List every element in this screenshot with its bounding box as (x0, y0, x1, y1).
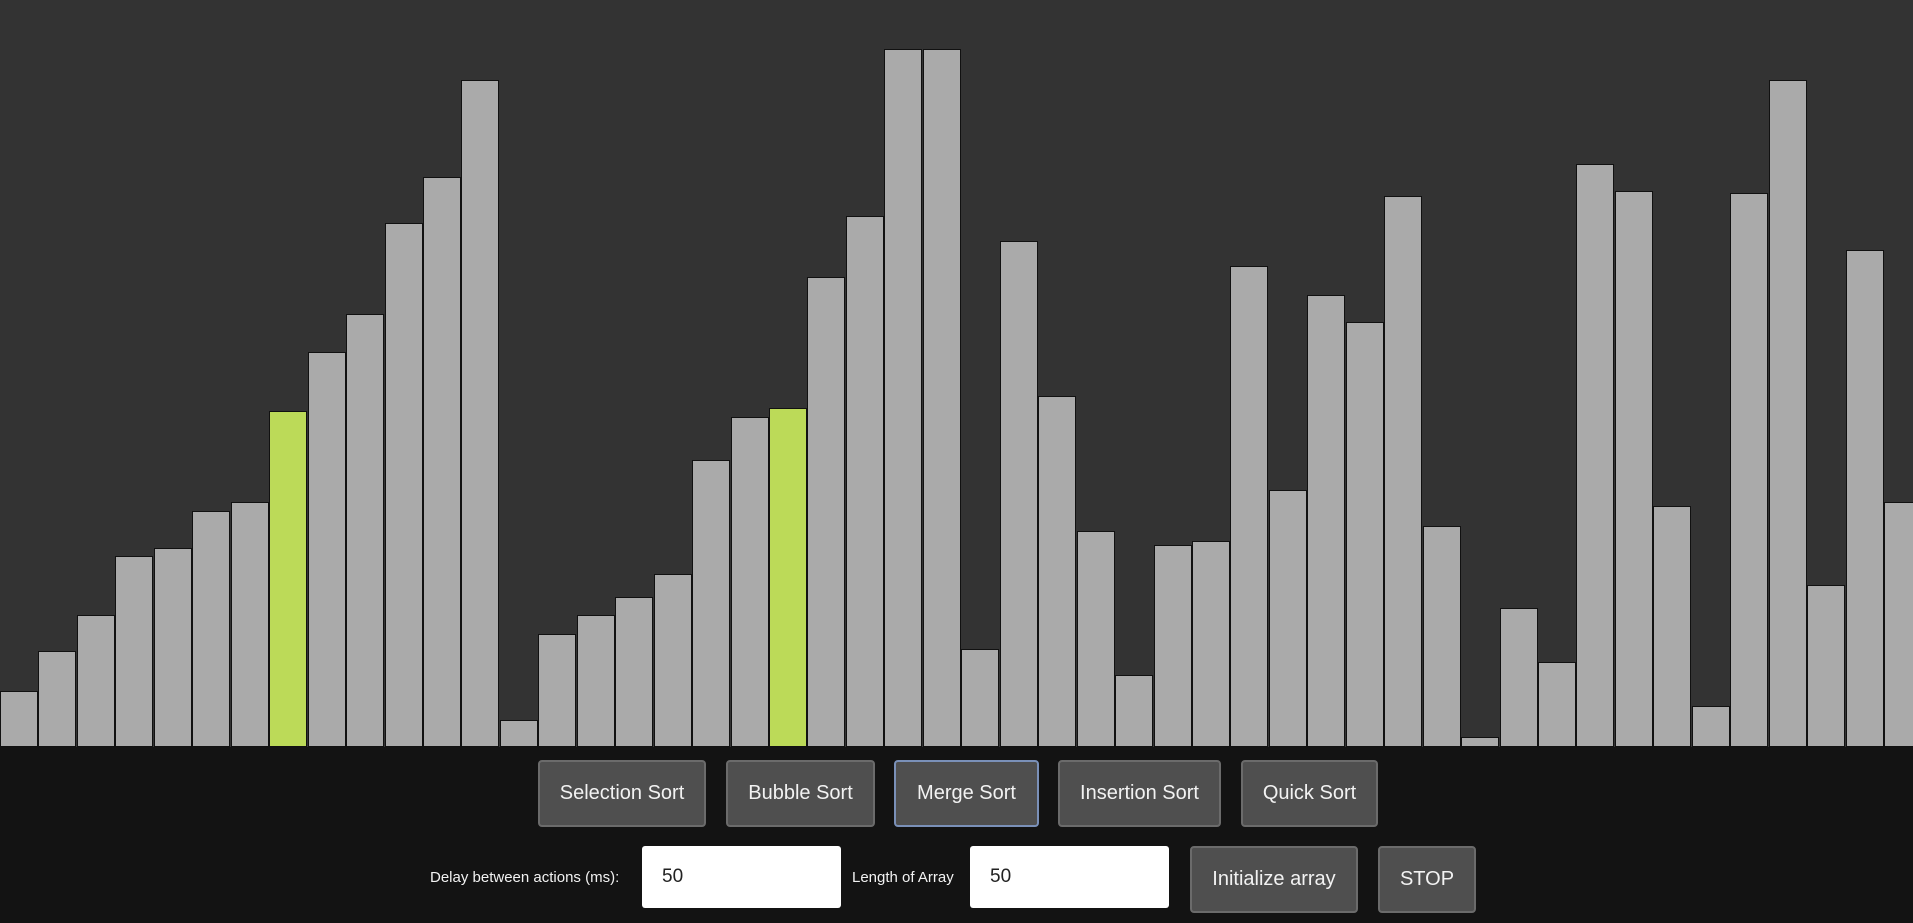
bar-visualization (0, 0, 1913, 747)
stop-button[interactable]: STOP (1378, 846, 1476, 913)
array-bar (1615, 191, 1653, 747)
array-bar (0, 691, 38, 747)
array-bar (1077, 531, 1115, 747)
insertion-sort-button[interactable]: Insertion Sort (1058, 760, 1221, 827)
array-bar (461, 80, 499, 747)
array-bar (192, 511, 230, 747)
array-bar (615, 597, 653, 747)
array-bar (807, 277, 845, 747)
delay-input[interactable] (642, 846, 841, 908)
length-input[interactable] (970, 846, 1169, 908)
array-bar (154, 548, 192, 747)
quick-sort-button[interactable]: Quick Sort (1241, 760, 1378, 827)
array-bar (1653, 506, 1691, 747)
array-bar (1769, 80, 1807, 747)
controls-panel: Selection Sort Bubble Sort Merge Sort In… (0, 747, 1913, 923)
array-bar (231, 502, 269, 747)
array-bar (692, 460, 730, 747)
array-bar (1538, 662, 1576, 747)
array-bar (1384, 196, 1422, 747)
array-bar (1038, 396, 1076, 747)
array-bar (1000, 241, 1038, 747)
array-bar (1154, 545, 1192, 747)
array-bar (1461, 737, 1499, 747)
array-bar (1884, 502, 1913, 747)
array-bar (1307, 295, 1345, 747)
array-bar (1192, 541, 1230, 747)
array-bar (423, 177, 461, 747)
array-bar (538, 634, 576, 747)
array-bar (1423, 526, 1461, 747)
array-bar (1230, 266, 1268, 747)
array-bar (923, 49, 961, 747)
array-bar (38, 651, 76, 747)
array-bar (269, 411, 307, 747)
length-label: Length of Array (852, 868, 954, 886)
array-bar (654, 574, 692, 747)
array-bar (769, 408, 807, 747)
array-bar (577, 615, 615, 747)
array-bar (884, 49, 922, 747)
array-bar (846, 216, 884, 747)
array-bar (1346, 322, 1384, 747)
selection-sort-button[interactable]: Selection Sort (538, 760, 706, 827)
array-bar (500, 720, 538, 747)
array-bar (308, 352, 346, 747)
array-bar (1500, 608, 1538, 747)
merge-sort-button[interactable]: Merge Sort (894, 760, 1039, 827)
bubble-sort-button[interactable]: Bubble Sort (726, 760, 875, 827)
array-bar (1692, 706, 1730, 747)
array-bar (1730, 193, 1768, 747)
array-bar (1115, 675, 1153, 747)
delay-label: Delay between actions (ms): (430, 868, 620, 886)
array-bar (1807, 585, 1845, 747)
array-bar (731, 417, 769, 747)
array-bar (385, 223, 423, 747)
array-bar (115, 556, 153, 747)
array-bar (1846, 250, 1884, 747)
array-bar (1269, 490, 1307, 747)
array-bar (346, 314, 384, 747)
initialize-array-button[interactable]: Initialize array (1190, 846, 1358, 913)
array-bar (1576, 164, 1614, 747)
array-bar (961, 649, 999, 747)
array-bar (77, 615, 115, 747)
